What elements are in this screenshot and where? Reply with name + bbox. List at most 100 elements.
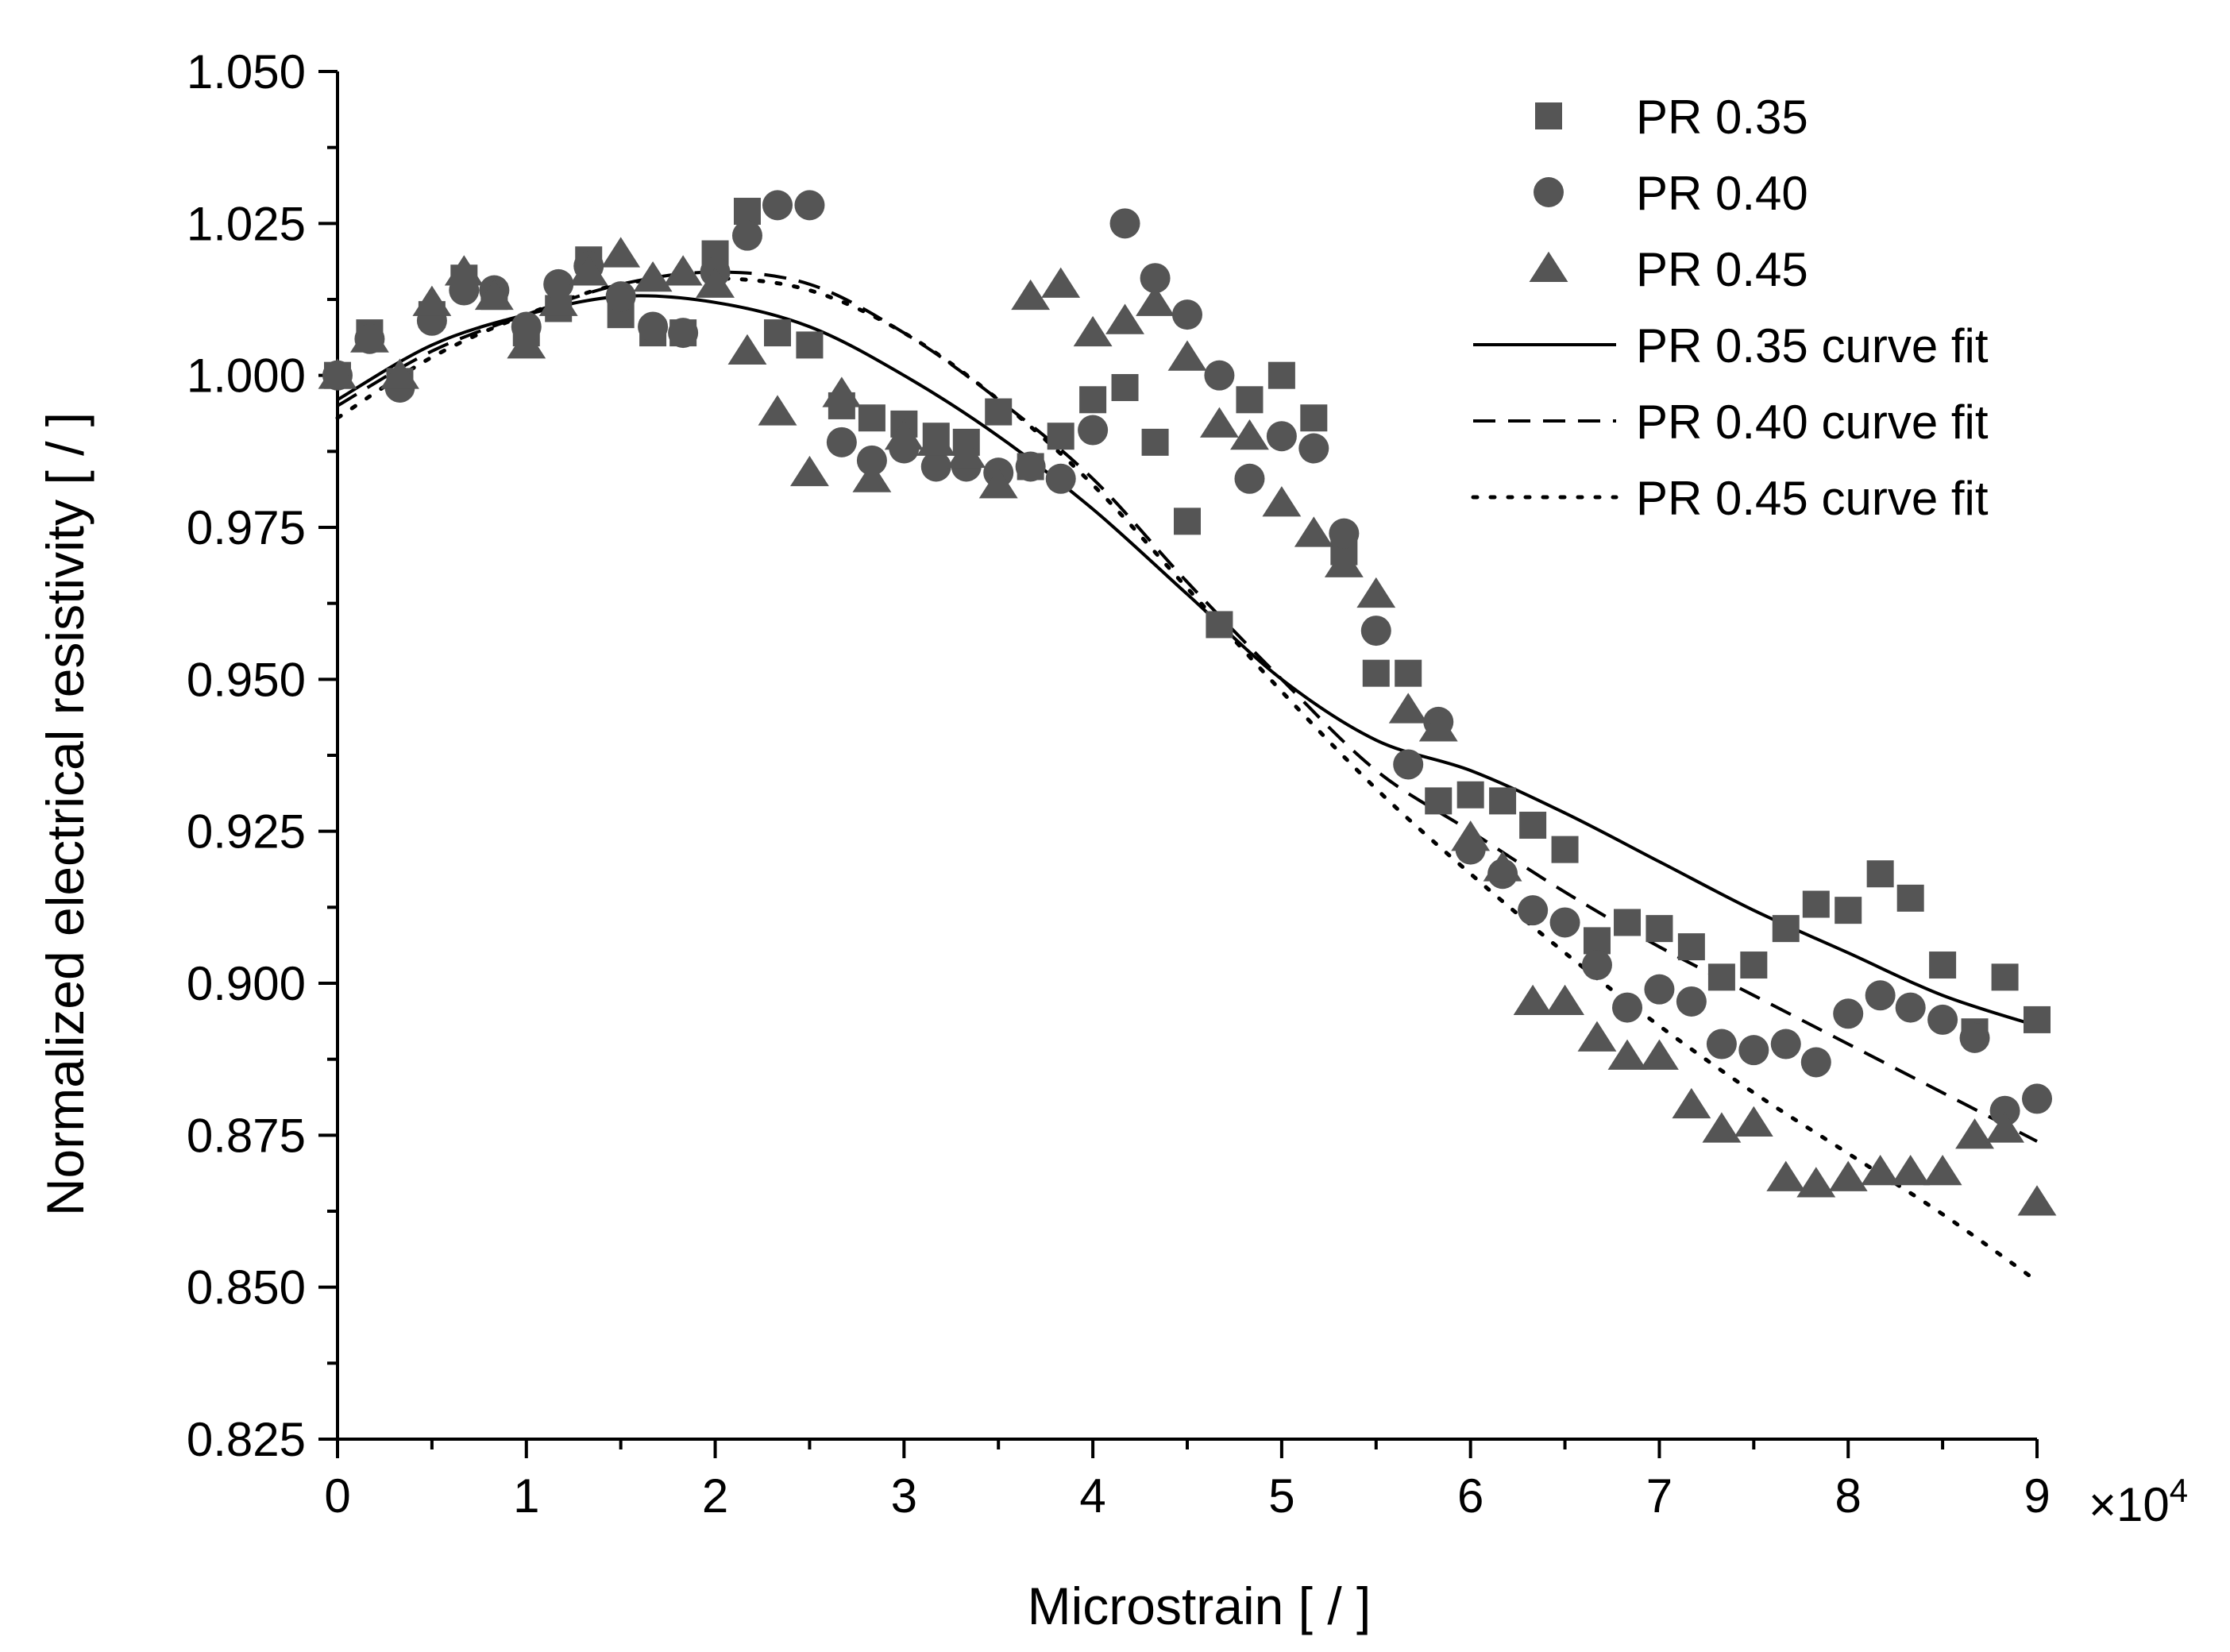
triangle-point xyxy=(474,279,514,311)
circle-point xyxy=(1706,1029,1737,1060)
triangle-point xyxy=(978,468,1018,499)
circle-point xyxy=(1738,1035,1769,1066)
triangle-point xyxy=(1766,1160,1806,1191)
square-point xyxy=(1519,812,1547,840)
triangle-point xyxy=(1955,1118,1994,1149)
square-point xyxy=(1079,386,1107,414)
triangle-point xyxy=(318,358,357,389)
circle-point xyxy=(1865,980,1896,1011)
circle-point xyxy=(1833,998,1864,1029)
triangle-point xyxy=(380,358,419,389)
triangle-point xyxy=(663,255,703,286)
circle-point xyxy=(826,427,857,457)
triangle-point xyxy=(1388,693,1428,724)
y-axis: 0.825 0.850 0.875 0.900 0.925 0.950 0.975 1.000… xyxy=(187,45,339,1466)
circle-point xyxy=(1676,986,1707,1017)
square-point xyxy=(1362,659,1390,687)
triangle-point xyxy=(947,437,986,469)
circle-point xyxy=(1612,992,1643,1023)
circle-point xyxy=(1078,415,1109,446)
triangle-point xyxy=(444,255,484,286)
fit-line-2 xyxy=(337,270,2038,1143)
square-point xyxy=(796,331,824,359)
circle-point xyxy=(1204,360,1235,391)
square-point xyxy=(1425,787,1453,815)
square-point xyxy=(1206,611,1233,639)
square-point xyxy=(1896,884,1924,912)
data-points xyxy=(318,190,2057,1216)
circle-point xyxy=(794,190,825,221)
circle-point xyxy=(511,311,542,342)
triangle-point xyxy=(1105,303,1144,334)
square-point xyxy=(985,398,1013,426)
x-axis: 0 1 2 3 4 5 6 7 8 9 xyxy=(324,1438,2051,1523)
triangle-point xyxy=(507,328,546,359)
circle-point xyxy=(1234,463,1265,494)
legend-label: PR 0.35 curve fit xyxy=(1636,319,1989,372)
square-point xyxy=(1236,386,1264,414)
circle-point xyxy=(1045,463,1076,494)
circle-point xyxy=(638,311,669,342)
square-point xyxy=(1835,897,1862,924)
square-point xyxy=(1707,963,1735,991)
square-point xyxy=(1489,787,1517,815)
x-axis-multiplier: ×104 xyxy=(2089,1472,2188,1531)
circle-point xyxy=(1109,208,1140,239)
triangle-point xyxy=(1796,1167,1836,1198)
square-point xyxy=(1141,428,1169,456)
triangle-point xyxy=(1073,315,1113,347)
triangle-point xyxy=(633,261,673,292)
circle-point xyxy=(856,445,887,476)
triangle-point xyxy=(1545,984,1584,1015)
circle-point xyxy=(1298,433,1329,464)
series-triangle xyxy=(318,237,2057,1216)
triangle-point xyxy=(1985,1112,2025,1143)
legend-label: PR 0.35 xyxy=(1636,91,1808,144)
x-tick-label: 8 xyxy=(1835,1469,1862,1523)
x-tick-label: 0 xyxy=(324,1469,350,1523)
square-point xyxy=(1174,508,1201,535)
triangle-point xyxy=(790,455,829,487)
circle-point xyxy=(762,190,793,221)
square-point xyxy=(1772,915,1800,943)
y-tick-label: 0.900 xyxy=(187,957,306,1010)
x-axis-multiplier-base: ×10 xyxy=(2089,1478,2170,1531)
circle-point xyxy=(1518,895,1549,926)
y-tick-label: 1.050 xyxy=(187,45,306,98)
square-point xyxy=(1614,909,1642,936)
square-point xyxy=(1551,836,1579,863)
square-point xyxy=(858,404,885,432)
circle-point xyxy=(1360,616,1391,647)
triangle-point xyxy=(569,255,608,286)
x-tick-label: 9 xyxy=(2024,1469,2050,1523)
circle-point xyxy=(1959,1022,1990,1053)
triangle-point xyxy=(349,322,389,353)
triangle-point xyxy=(822,376,862,407)
triangle-point xyxy=(538,285,578,316)
x-tick-label: 2 xyxy=(702,1469,728,1523)
legend-label: PR 0.40 xyxy=(1636,167,1808,220)
x-tick-label: 4 xyxy=(1079,1469,1105,1523)
triangle-point xyxy=(1041,267,1081,298)
square-point xyxy=(1583,927,1611,955)
y-axis-title: Normalized electrical resistivity [ / ] xyxy=(36,412,95,1216)
circle-point xyxy=(1895,992,1926,1023)
triangle-point xyxy=(1702,1112,1742,1143)
square-point xyxy=(1395,659,1422,687)
circle-point xyxy=(605,281,636,312)
y-tick-label: 0.950 xyxy=(187,653,306,706)
square-point xyxy=(1740,951,1768,979)
square-point xyxy=(1456,781,1484,809)
triangle-point xyxy=(1199,407,1239,438)
legend-marker-circle xyxy=(1534,177,1564,207)
y-tick-label: 1.025 xyxy=(187,197,306,250)
circle-point xyxy=(1927,1004,1958,1035)
x-tick-label: 7 xyxy=(1646,1469,1672,1523)
square-point xyxy=(1047,423,1074,450)
y-tick-label: 0.825 xyxy=(187,1413,306,1466)
legend-label: PR 0.45 curve fit xyxy=(1636,472,1989,525)
legend-label: PR 0.45 xyxy=(1636,243,1808,296)
triangle-point xyxy=(1136,285,1175,316)
x-axis-title: Microstrain [ / ] xyxy=(1028,1577,1372,1635)
